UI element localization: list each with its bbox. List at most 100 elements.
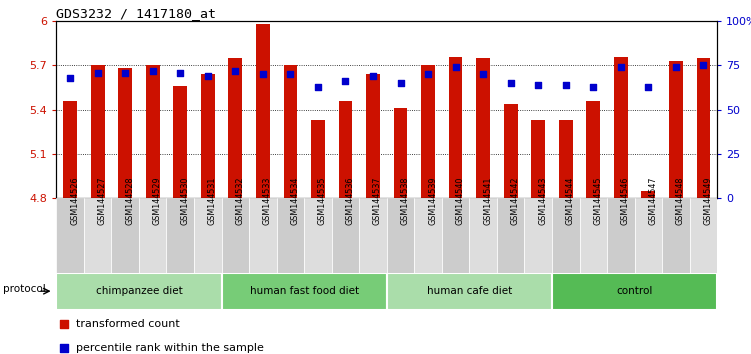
- Point: [312, 84, 324, 90]
- Bar: [552, 198, 580, 273]
- Text: GSM144546: GSM144546: [621, 176, 630, 225]
- Point: [285, 72, 297, 77]
- Point: [615, 64, 627, 70]
- Point: [339, 79, 351, 84]
- Text: GSM144528: GSM144528: [125, 176, 134, 225]
- Point: [92, 70, 104, 75]
- Point: [64, 75, 76, 81]
- Bar: [146, 65, 159, 198]
- Text: GSM144544: GSM144544: [566, 176, 575, 225]
- Bar: [304, 198, 332, 273]
- Bar: [421, 65, 435, 198]
- Point: [670, 64, 682, 70]
- Text: GSM144527: GSM144527: [98, 176, 107, 225]
- Text: GSM144534: GSM144534: [291, 176, 300, 225]
- Bar: [332, 198, 359, 273]
- Bar: [662, 198, 689, 273]
- Text: GSM144526: GSM144526: [70, 176, 79, 225]
- Point: [202, 73, 214, 79]
- Bar: [415, 198, 442, 273]
- Bar: [614, 57, 628, 198]
- Text: GSM144549: GSM144549: [704, 176, 713, 225]
- Text: GSM144540: GSM144540: [456, 176, 465, 225]
- Text: GSM144548: GSM144548: [676, 176, 685, 225]
- Bar: [689, 198, 717, 273]
- Bar: [580, 198, 607, 273]
- Bar: [641, 191, 655, 198]
- Text: GSM144529: GSM144529: [152, 176, 161, 225]
- Point: [477, 72, 489, 77]
- Bar: [201, 74, 215, 198]
- Bar: [228, 58, 242, 198]
- Point: [59, 321, 71, 326]
- Bar: [84, 198, 111, 273]
- Bar: [222, 198, 249, 273]
- Text: human cafe diet: human cafe diet: [427, 286, 512, 296]
- Bar: [387, 273, 552, 310]
- Bar: [194, 198, 222, 273]
- Bar: [635, 198, 662, 273]
- Text: GSM144541: GSM144541: [483, 176, 492, 225]
- Point: [229, 68, 241, 74]
- Text: GSM144532: GSM144532: [235, 176, 244, 225]
- Text: GSM144536: GSM144536: [345, 176, 354, 225]
- Bar: [256, 24, 270, 198]
- Text: GSM144542: GSM144542: [511, 176, 520, 225]
- Bar: [497, 198, 524, 273]
- Bar: [669, 61, 683, 198]
- Text: GSM144547: GSM144547: [648, 176, 657, 225]
- Bar: [56, 198, 84, 273]
- Text: GSM144545: GSM144545: [593, 176, 602, 225]
- Point: [257, 72, 269, 77]
- Bar: [56, 273, 222, 310]
- Bar: [63, 101, 77, 198]
- Bar: [394, 108, 407, 198]
- Bar: [469, 198, 497, 273]
- Point: [559, 82, 572, 88]
- Bar: [524, 198, 552, 273]
- Bar: [119, 68, 132, 198]
- Bar: [167, 198, 194, 273]
- Text: percentile rank within the sample: percentile rank within the sample: [76, 343, 264, 353]
- Point: [367, 73, 379, 79]
- Bar: [531, 120, 545, 198]
- Bar: [696, 58, 710, 198]
- Bar: [249, 198, 276, 273]
- Bar: [173, 86, 187, 198]
- Text: GSM144535: GSM144535: [318, 176, 327, 225]
- Point: [698, 63, 710, 68]
- Bar: [139, 198, 167, 273]
- Bar: [222, 273, 387, 310]
- Text: chimpanzee diet: chimpanzee diet: [95, 286, 182, 296]
- Point: [505, 80, 517, 86]
- Text: control: control: [617, 286, 653, 296]
- Text: GSM144543: GSM144543: [538, 176, 547, 225]
- Bar: [559, 120, 572, 198]
- Point: [394, 80, 406, 86]
- Point: [119, 70, 131, 75]
- Bar: [283, 65, 297, 198]
- Bar: [111, 198, 139, 273]
- Point: [59, 346, 71, 351]
- Text: GSM144530: GSM144530: [180, 176, 189, 225]
- Bar: [587, 101, 600, 198]
- Point: [532, 82, 544, 88]
- Bar: [387, 198, 415, 273]
- Bar: [276, 198, 304, 273]
- Text: GSM144533: GSM144533: [263, 176, 272, 225]
- Bar: [442, 198, 469, 273]
- Point: [642, 84, 654, 90]
- Bar: [476, 58, 490, 198]
- Bar: [366, 74, 380, 198]
- Text: GSM144539: GSM144539: [428, 176, 437, 225]
- Point: [174, 70, 186, 75]
- Bar: [311, 120, 324, 198]
- Bar: [607, 198, 635, 273]
- Text: human fast food diet: human fast food diet: [249, 286, 359, 296]
- Text: GSM144531: GSM144531: [208, 176, 217, 225]
- Point: [587, 84, 599, 90]
- Text: GSM144538: GSM144538: [400, 176, 409, 225]
- Bar: [359, 198, 387, 273]
- Text: GSM144537: GSM144537: [373, 176, 382, 225]
- Bar: [504, 104, 517, 198]
